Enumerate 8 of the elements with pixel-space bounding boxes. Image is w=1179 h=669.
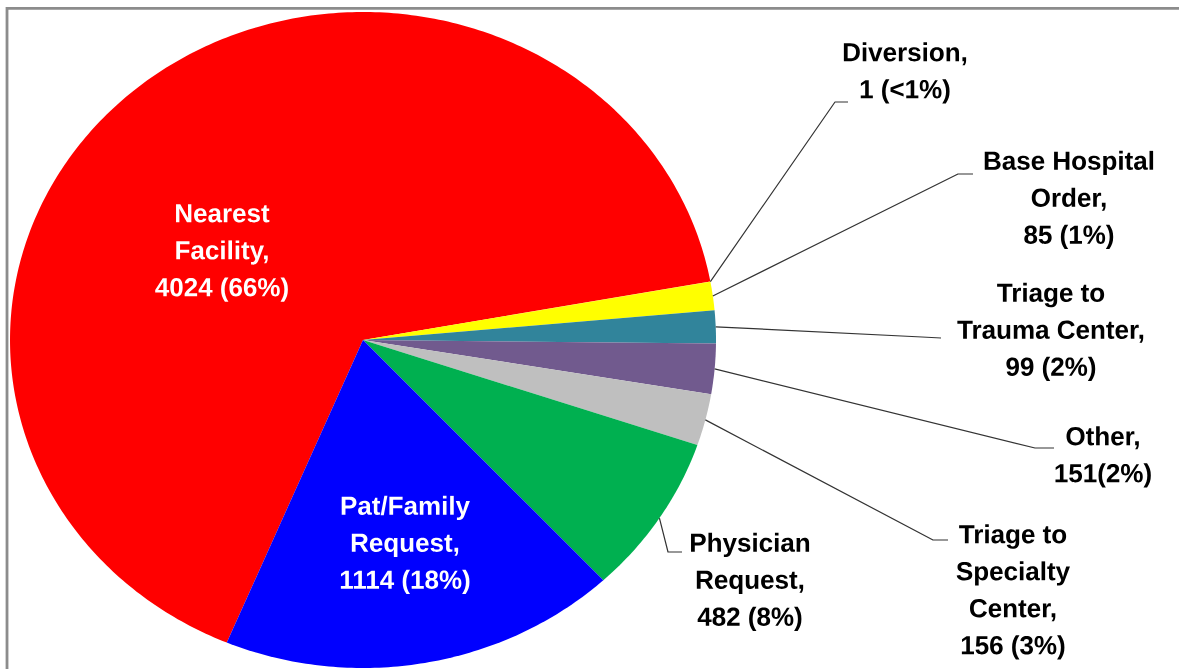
slice-label: Base Hospital Order, 85 (1%) [984,150,1154,250]
slice-label: Nearest Facility, 4024 (66%) [155,204,288,302]
slice-label: Physician Request, 482 (8%) [691,532,810,632]
slice-label: Triage to Specialty Center, 156 (3%) [956,524,1070,660]
slice-label: Other, 151(2%) [1055,426,1151,488]
slice-label: Triage to Trauma Center, 99 (2%) [957,282,1144,382]
slice-label: Pat/Family Request, 1114 (18%) [340,495,470,595]
slice-label: Diversion, 1 (<1%) [843,42,967,104]
